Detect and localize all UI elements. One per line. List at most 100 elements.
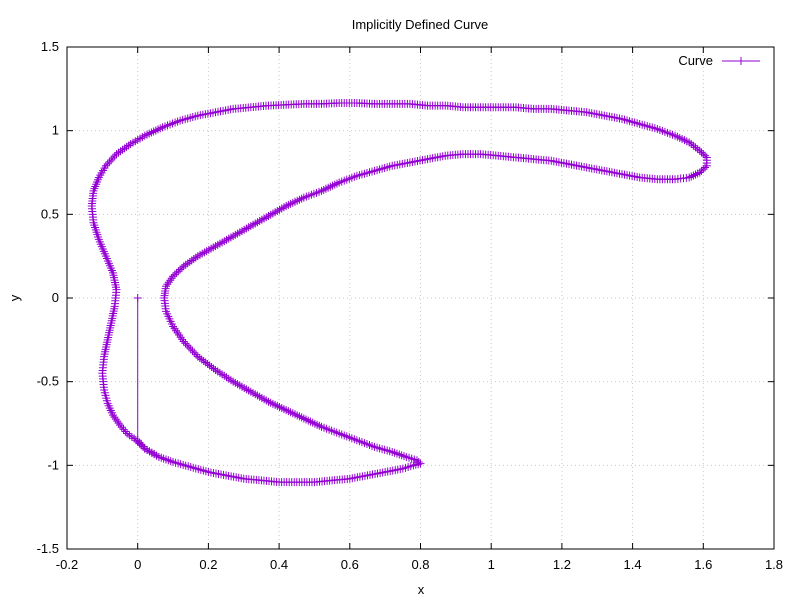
curve-point-marker [697,166,706,175]
curve-point-marker [699,150,708,159]
curve-point-marker [166,276,175,285]
curve-point-marker [110,413,119,422]
x-tick-label: 0.8 [411,557,429,572]
curve-point-marker [181,339,190,348]
curve-point-marker [116,147,125,156]
legend: Curve [678,53,760,68]
curve-point-marker [105,157,114,166]
x-tick-label: 1.4 [624,557,642,572]
y-tick-label: 1 [52,123,59,138]
x-tick-label: 0.2 [199,557,217,572]
curve-point-marker [172,268,181,277]
x-tick-label: 1.6 [694,557,712,572]
curve-point-marker [167,274,176,283]
axis-ticks [66,46,775,550]
curve-point-marker [687,172,696,181]
curve-point-marker [121,427,130,436]
curve-point-marker [122,142,131,151]
x-tick-label: 0.4 [270,557,288,572]
curve-point-marker [701,163,710,172]
curve-point-marker [103,159,112,168]
x-tick-label: -0.2 [56,557,78,572]
y-tick-label: -1 [47,457,59,472]
x-tick-labels: -0.2 0 0.2 0.4 0.6 0.8 1 1.2 1.4 1.6 1.8 [56,557,783,572]
y-tick-label: 0 [52,290,59,305]
curve-point-marker [175,331,184,340]
curve-point-marker [185,257,194,266]
curve-point-marker [117,423,126,432]
curve-point-marker [152,451,161,460]
curve-point-marker [173,328,182,337]
curve-point-marker [174,267,183,276]
curve-point-marker [414,457,423,466]
curve-point-marker [170,270,179,279]
legend-label-curve: Curve [678,53,713,68]
y-tick-label: -1.5 [37,541,59,556]
x-tick-label: 0 [134,557,141,572]
curve-point-marker [137,441,146,450]
curve-point-marker [183,259,192,268]
curve-point-marker [119,425,128,434]
curve-point-marker [702,153,711,162]
x-tick-label: 1 [488,557,495,572]
curve-point-marker [693,145,702,154]
series-line-curve [91,102,708,483]
y-axis-label: y [7,294,22,301]
x-tick-label: 0.6 [341,557,359,572]
curve-point-marker [186,345,195,354]
curve-point-marker [695,168,704,177]
curve-point-marker [691,143,700,152]
curve-point-marker [184,343,193,352]
curve-point-marker [691,170,700,179]
curve-point-marker [701,151,710,160]
curve-point-marker [164,278,173,287]
y-tick-label: -0.5 [37,374,59,389]
y-tick-labels: -1.5 -1 -0.5 0 0.5 1 1.5 [37,39,59,556]
series-layer [91,102,708,483]
curve-point-marker [188,346,197,355]
curve-point-marker [133,294,142,302]
y-tick-label: 0.5 [41,206,59,221]
x-tick-label: 1.2 [553,557,571,572]
curve-point-marker [163,280,172,289]
curve-point-marker [169,272,178,281]
curve-point-marker [685,173,694,182]
curve-point-marker [114,148,123,157]
curve-point-marker [135,439,144,448]
curve-point-marker [139,442,147,451]
curve-point-marker [161,282,170,291]
curve-point-marker [172,326,181,335]
curve-point-marker [107,155,116,164]
markers-layer [87,99,711,487]
legend-marker-curve [737,57,745,65]
curve-point-marker [193,352,202,361]
curve-point-marker [108,411,117,420]
curve-point-marker [689,141,698,150]
curve-point-marker [114,419,123,428]
curve-point-marker [189,255,198,264]
x-tick-label: 1.8 [765,557,783,572]
curve-point-marker [126,140,135,149]
curve-point-marker [695,146,704,155]
curve-point-marker [120,144,129,153]
x-axis-label: x [418,582,425,597]
curve-point-marker [111,415,120,424]
curve-point-marker [176,333,185,342]
curve-point-marker [133,437,142,446]
curve-point-marker [416,459,425,468]
curve-point-marker [113,417,122,426]
curve-point-marker [179,337,188,346]
curve-point-marker [183,341,192,350]
curve-point-marker [131,436,140,445]
curve-point-marker [195,354,204,363]
curve-point-marker [179,262,188,271]
curve-point-marker [181,260,190,269]
y-tick-label: 1.5 [41,39,59,54]
chart-title: Implicitly Defined Curve [352,17,489,32]
curve-point-marker [178,335,187,344]
curve-point-marker [116,421,125,430]
curve-point-marker [699,165,708,174]
curve-point-marker [689,171,698,180]
curve-point-marker [112,150,121,159]
